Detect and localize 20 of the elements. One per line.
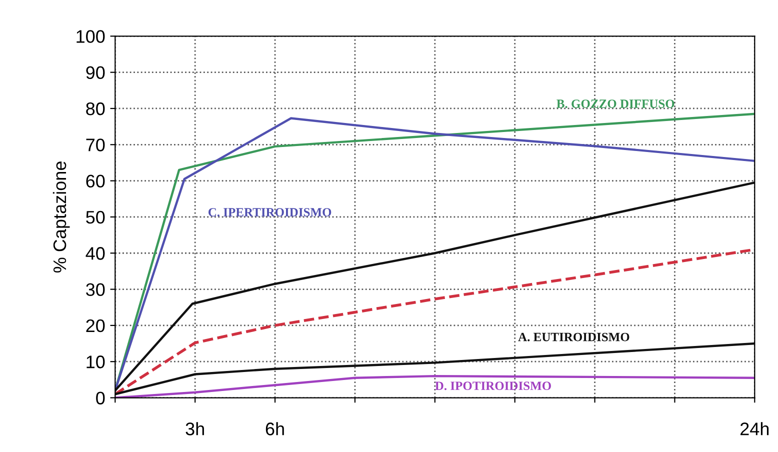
y-tick-label: 90 bbox=[86, 66, 105, 80]
y-tick-label: 10 bbox=[86, 356, 105, 368]
x-tick-label: 24h bbox=[740, 422, 769, 436]
line-series bbox=[115, 182, 755, 392]
y-tick-label: 60 bbox=[86, 174, 105, 188]
y-axis-title: % Captazione bbox=[52, 162, 70, 273]
x-tick-label: 3h bbox=[186, 422, 204, 436]
x-tick-label: 6h bbox=[266, 422, 284, 436]
text: C. IPERTIROIDISMO bbox=[208, 208, 332, 217]
y-tick-label: 100 bbox=[76, 30, 105, 43]
series-label: B. GOZZO DIFFUSO bbox=[556, 100, 674, 108]
y-tick-label: 40 bbox=[86, 247, 105, 260]
series-label: D. IPOTIROIDISMO bbox=[435, 382, 551, 390]
series-label: A. EUTIROIDISMO bbox=[518, 332, 630, 342]
y-tick-label: 50 bbox=[86, 210, 105, 224]
y-tick-label: 20 bbox=[86, 319, 105, 332]
y-tick-label: 70 bbox=[86, 138, 105, 152]
y-tick-label: 80 bbox=[86, 102, 105, 116]
y-tick-label: 30 bbox=[86, 283, 105, 296]
y-tick-label: 0 bbox=[96, 392, 105, 404]
